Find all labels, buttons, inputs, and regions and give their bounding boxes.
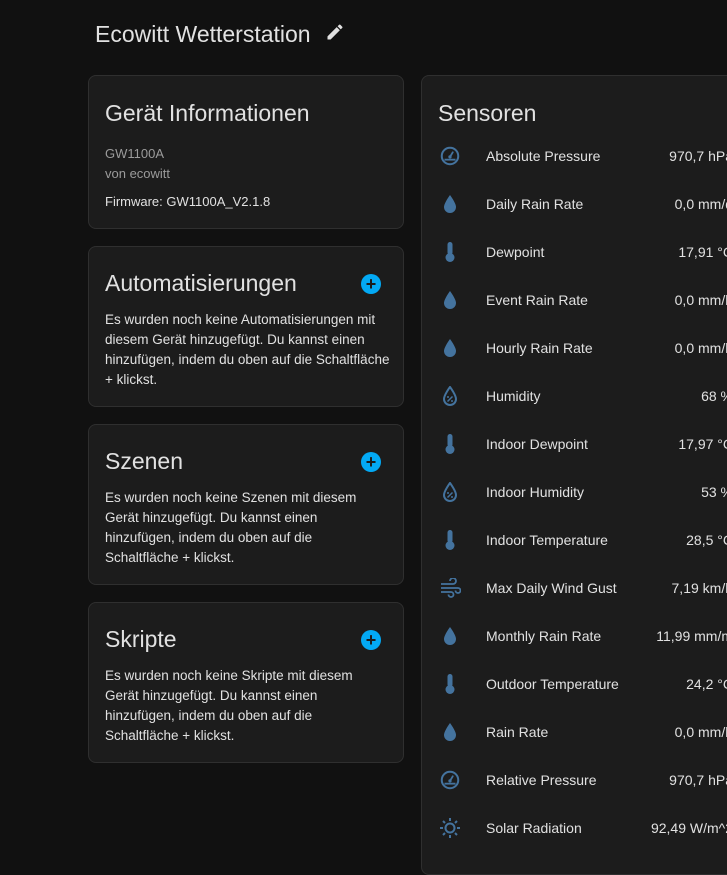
sensor-row[interactable]: Event Rain Rate 0,0 mm/h (422, 276, 727, 324)
thermometer-icon (438, 529, 462, 551)
sensor-row[interactable]: Daily Rain Rate 0,0 mm/d (422, 180, 727, 228)
sensor-name: Relative Pressure (486, 772, 597, 788)
sensor-value: 970,7 hPa (669, 772, 727, 788)
card-title: Szenen (105, 448, 184, 474)
water-icon (438, 338, 462, 358)
sensor-name: Event Rain Rate (486, 292, 588, 308)
gauge-icon (438, 145, 462, 167)
sensor-row[interactable]: Hourly Rain Rate 0,0 mm/h (422, 324, 727, 372)
water-icon (438, 194, 462, 214)
automations-card: Automatisierungen + Es wurden noch keine… (88, 246, 404, 407)
sensor-row[interactable]: Outdoor Temperature 24,2 °C (422, 660, 727, 708)
sensor-value: 53 % (701, 484, 727, 500)
add-script-button[interactable]: + (361, 630, 381, 650)
empty-text: Es wurden noch keine Automatisierungen m… (105, 312, 390, 387)
sensor-row[interactable]: Dewpoint 17,91 °C (422, 228, 727, 276)
thermometer-icon (438, 673, 462, 695)
sensor-row[interactable]: Indoor Humidity 53 % (422, 468, 727, 516)
sensor-name: Indoor Temperature (486, 532, 608, 548)
sensor-value: 24,2 °C (686, 676, 727, 692)
sensor-name: Max Daily Wind Gust (486, 580, 617, 596)
add-scene-button[interactable]: + (361, 452, 381, 472)
sensor-name: Indoor Humidity (486, 484, 585, 500)
sensor-row[interactable]: Indoor Dewpoint 17,97 °C (422, 420, 727, 468)
sensor-row[interactable]: Relative Pressure 970,7 hPa (422, 756, 727, 804)
sensor-row[interactable]: Indoor Temperature 28,5 °C (422, 516, 727, 564)
sensor-name: Solar Radiation (486, 820, 582, 836)
sensor-row[interactable]: Monthly Rain Rate 11,99 mm/m (422, 612, 727, 660)
empty-text: Es wurden noch keine Skripte mit diesem … (105, 668, 353, 743)
water-percent-icon (438, 386, 462, 406)
device-info-card: Gerät Informationen GW1100A von ecowitt … (88, 75, 404, 229)
card-title: Automatisierungen (105, 270, 297, 296)
water-icon (438, 626, 462, 646)
sun-icon (438, 817, 462, 839)
sensor-value: 68 % (701, 388, 727, 404)
sensor-row[interactable]: Rain Rate 0,0 mm/h (422, 708, 727, 756)
water-icon (438, 290, 462, 310)
card-title: Gerät Informationen (105, 100, 310, 126)
sensor-value: 28,5 °C (686, 532, 727, 548)
sensor-name: Hourly Rain Rate (486, 340, 593, 356)
add-automation-button[interactable]: + (361, 274, 381, 294)
thermometer-icon (438, 433, 462, 455)
weather-windy-icon (438, 578, 462, 598)
gauge-icon (438, 769, 462, 791)
water-percent-icon (438, 482, 462, 502)
sensor-value: 17,91 °C (678, 244, 727, 260)
empty-text: Es wurden noch keine Szenen mit diesem G… (105, 490, 357, 565)
sensor-value: 0,0 mm/h (674, 340, 727, 356)
sensor-value: 970,7 hPa (669, 148, 727, 164)
scenes-card: Szenen + Es wurden noch keine Szenen mit… (88, 424, 404, 585)
device-name: Ecowitt Wetterstation (95, 21, 311, 47)
sensor-value: 92,49 W/m^2 (650, 820, 727, 836)
sensor-value: 11,99 mm/m (656, 628, 727, 644)
scripts-card: Skripte + Es wurden noch keine Skripte m… (88, 602, 404, 763)
water-icon (438, 722, 462, 742)
card-title: Sensoren (438, 100, 537, 126)
model: GW1100A (105, 146, 165, 161)
sensor-name: Absolute Pressure (486, 148, 601, 164)
sensor-value: 7,19 km/h (671, 580, 727, 596)
card-title: Skripte (105, 626, 177, 652)
firmware: Firmware: GW1100A_V2.1.8 (105, 194, 271, 209)
pencil-icon[interactable] (325, 21, 345, 48)
sensor-name: Outdoor Temperature (486, 676, 619, 692)
sensor-row[interactable]: Max Daily Wind Gust 7,19 km/h (422, 564, 727, 612)
manufacturer: von ecowitt (105, 166, 171, 181)
sensor-value: 17,97 °C (678, 436, 727, 452)
sensor-value: 0,0 mm/h (674, 292, 727, 308)
sensor-value: 0,0 mm/d (674, 196, 727, 212)
page-title: Ecowitt Wetterstation (95, 21, 345, 48)
sensor-name: Humidity (486, 388, 541, 404)
sensor-name: Monthly Rain Rate (486, 628, 602, 644)
sensor-name: Indoor Dewpoint (486, 436, 588, 452)
thermometer-icon (438, 241, 462, 263)
sensors-card: Sensoren Absolute Pressure 970,7 hPa Daily… (421, 75, 727, 875)
sensor-name: Daily Rain Rate (486, 196, 584, 212)
sensor-name: Rain Rate (486, 724, 549, 740)
sensor-row[interactable]: Absolute Pressure 970,7 hPa (422, 132, 727, 180)
sensor-value: 0,0 mm/h (674, 724, 727, 740)
sensor-row[interactable]: Solar Radiation 92,49 W/m^2 (422, 804, 727, 852)
sensor-name: Dewpoint (486, 244, 545, 260)
sensor-row[interactable]: Humidity 68 % (422, 372, 727, 420)
